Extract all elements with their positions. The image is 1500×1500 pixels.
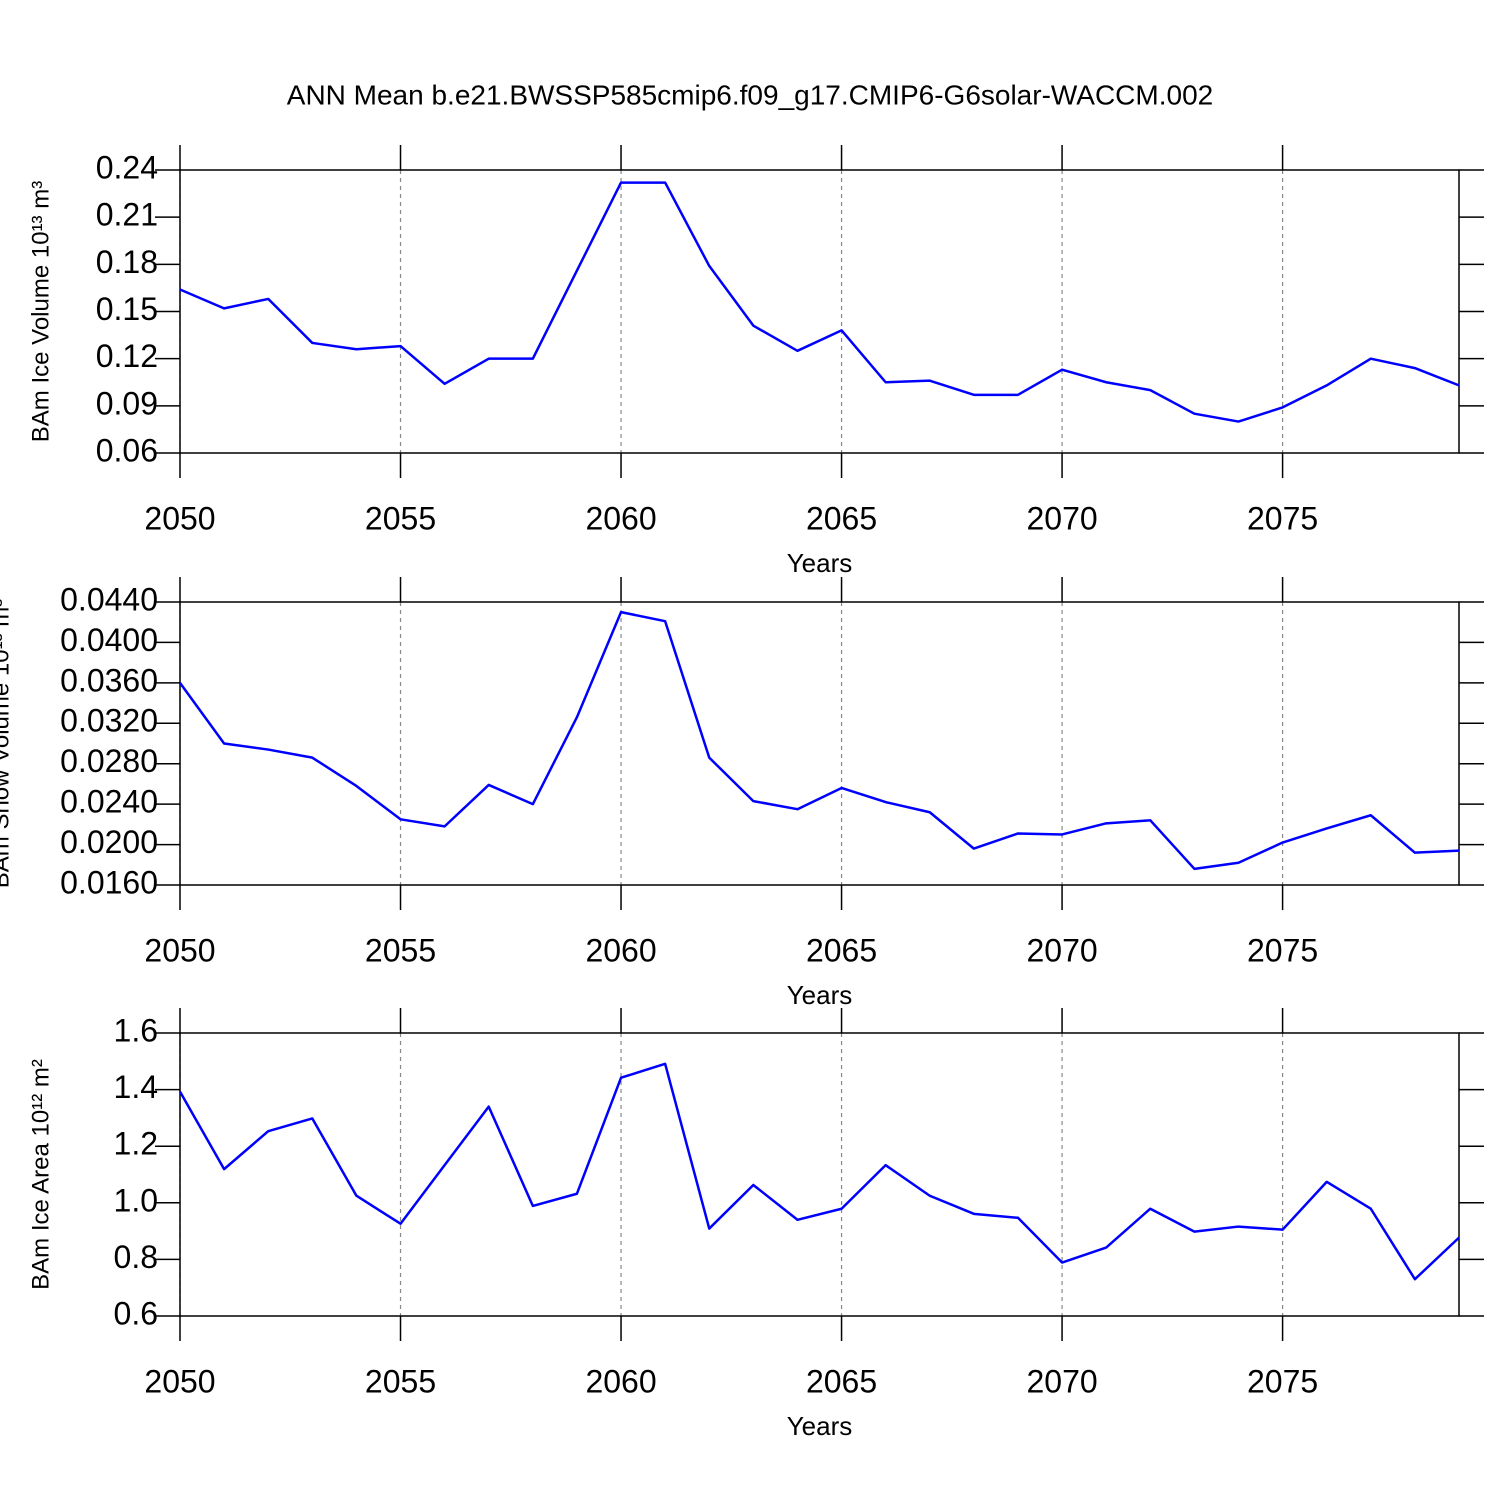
- y-axis-title: BAm Ice Volume 10¹³ m³: [27, 181, 54, 442]
- y-tick-label: 0.24: [96, 149, 158, 185]
- y-tick-label: 0.0440: [60, 581, 158, 617]
- y-tick-label: 0.18: [96, 244, 158, 280]
- x-tick-label: 2070: [1026, 932, 1097, 968]
- y-tick-label: 0.0160: [60, 864, 158, 900]
- x-tick-label: 2060: [585, 1363, 656, 1399]
- x-tick-label: 2050: [144, 500, 215, 536]
- x-axis-title: Years: [787, 980, 853, 1010]
- y-tick-label: 0.8: [114, 1239, 158, 1275]
- figure-title: ANN Mean b.e21.BWSSP585cmip6.f09_g17.CMI…: [287, 79, 1213, 110]
- y-tick-label: 1.6: [114, 1012, 158, 1048]
- x-tick-label: 2075: [1247, 932, 1318, 968]
- data-line: [178, 610, 1460, 871]
- plot-frame: [179, 169, 1460, 454]
- y-tick-label: 0.12: [96, 338, 158, 374]
- x-tick-label: 2060: [585, 932, 656, 968]
- y-tick-label: 0.06: [96, 432, 158, 468]
- x-tick-label: 2055: [365, 500, 436, 536]
- plot-frame: [179, 601, 1460, 886]
- y-tick-label: 0.0280: [60, 743, 158, 779]
- y-axis-title: BAm Ice Area 10¹² m²: [27, 1059, 54, 1290]
- x-tick-label: 2065: [806, 932, 877, 968]
- y-tick-label: 1.4: [114, 1069, 158, 1105]
- x-axis-title: Years: [787, 1411, 853, 1441]
- y-tick-label: 0.0400: [60, 622, 158, 658]
- x-tick-label: 2050: [144, 1363, 215, 1399]
- x-tick-label: 2065: [806, 500, 877, 536]
- x-tick-label: 2075: [1247, 1363, 1318, 1399]
- x-tick-label: 2055: [365, 1363, 436, 1399]
- y-tick-label: 0.6: [114, 1295, 158, 1331]
- plot-frame: [179, 1032, 1460, 1317]
- data-line: [179, 181, 1460, 423]
- x-tick-label: 2075: [1247, 500, 1318, 536]
- y-tick-label: 0.0240: [60, 784, 158, 820]
- x-tick-label: 2050: [144, 932, 215, 968]
- x-tick-label: 2060: [585, 500, 656, 536]
- y-tick-label: 0.0200: [60, 824, 158, 860]
- y-tick-label: 0.21: [96, 197, 158, 233]
- x-axis-title: Years: [787, 548, 853, 578]
- y-tick-label: 1.0: [114, 1182, 158, 1218]
- y-tick-label: 0.09: [96, 385, 158, 421]
- x-tick-label: 2070: [1026, 1363, 1097, 1399]
- y-tick-label: 0.0360: [60, 662, 158, 698]
- x-tick-label: 2070: [1026, 500, 1097, 536]
- y-tick-label: 1.2: [114, 1126, 158, 1162]
- data-line: [178, 1062, 1460, 1281]
- y-axis-title: BAm Snow Volume 10¹³ m³: [0, 599, 14, 888]
- x-tick-label: 2055: [365, 932, 436, 968]
- y-tick-label: 0.0320: [60, 703, 158, 739]
- y-tick-label: 0.15: [96, 291, 158, 327]
- x-tick-label: 2065: [806, 1363, 877, 1399]
